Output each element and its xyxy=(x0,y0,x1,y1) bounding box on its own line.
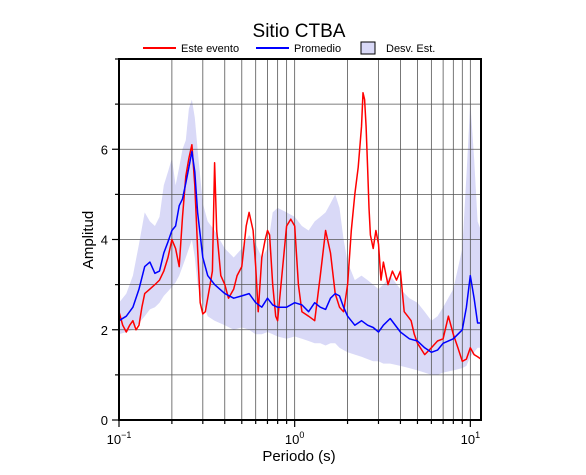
plot-area: 0 2 4 6 10−1 100 101 xyxy=(101,58,482,447)
x-tick-label: 100 xyxy=(285,430,304,447)
series-line-este-evento xyxy=(118,92,482,363)
y-tick-label: 2 xyxy=(101,323,108,338)
x-tick-label: 10−1 xyxy=(107,430,132,447)
legend-label-desv-est: Desv. Est. xyxy=(386,43,435,55)
std-dev-band xyxy=(119,99,481,375)
legend-swatch-desv-est xyxy=(360,41,376,55)
legend-label-promedio: Promedio xyxy=(294,43,341,55)
y-tick-label: 0 xyxy=(101,413,108,428)
legend: Este evento Promedio Desv. Est. xyxy=(143,41,435,55)
legend-label-este-evento: Este evento xyxy=(181,43,239,55)
x-axis-label: Periodo (s) xyxy=(262,448,335,465)
y-axis-label: Amplitud xyxy=(80,211,97,269)
chart-title: Sitio CTBA xyxy=(253,21,346,42)
legend-item-este-evento: Este evento xyxy=(143,43,239,55)
legend-item-desv-est: Desv. Est. xyxy=(360,41,435,55)
y-tick-label: 6 xyxy=(101,142,108,157)
series-line-promedio xyxy=(118,150,481,354)
y-tick-label: 4 xyxy=(101,233,108,248)
x-tick-label: 101 xyxy=(461,430,480,447)
legend-item-promedio: Promedio xyxy=(256,43,341,55)
